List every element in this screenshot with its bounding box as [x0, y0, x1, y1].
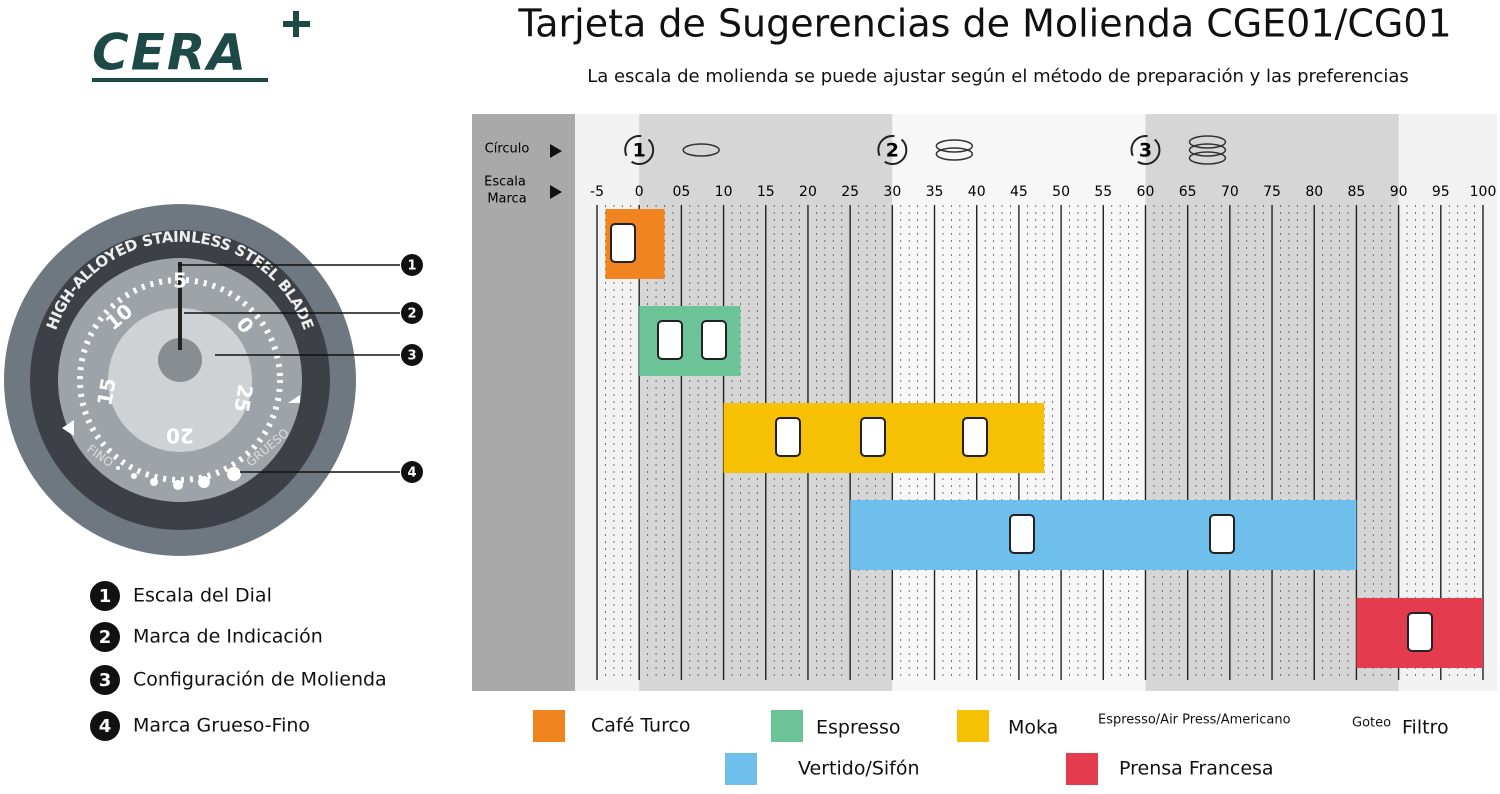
legend-swatch: [533, 710, 565, 742]
callout-number: 4: [407, 466, 416, 481]
legend-swatch: [725, 753, 757, 785]
part-number: 3: [99, 670, 112, 691]
tick-label: 05: [672, 184, 690, 200]
part-number: 4: [99, 716, 112, 737]
circle-row-label: Círculo: [485, 142, 530, 157]
legend-swatch: [1066, 753, 1098, 785]
method-icon: [860, 417, 886, 457]
tick-label: 0: [635, 184, 644, 200]
coil-icon: [682, 143, 720, 157]
tick-label: 60: [1137, 184, 1155, 200]
callout-badge: [401, 254, 423, 276]
tick-label: 50: [1052, 184, 1070, 200]
method-icon: [701, 320, 727, 360]
part-badge: [90, 581, 120, 611]
callout-badge: [401, 344, 423, 366]
coil-icon: [935, 139, 974, 153]
legend-swatch: [957, 710, 989, 742]
callout-number: 2: [407, 307, 416, 322]
part-badge: [90, 622, 120, 652]
title: Tarjeta de Sugerencias de Molienda CGE01…: [517, 2, 1451, 46]
tick-label: 100: [1470, 184, 1497, 200]
circle-icon: [877, 135, 908, 165]
tick-label: 80: [1305, 184, 1323, 200]
coil-icon: [1188, 143, 1227, 157]
tick-label: -5: [590, 184, 604, 200]
part-number: 1: [99, 586, 112, 607]
tick-label: 85: [1348, 184, 1366, 200]
row-arrows: [550, 144, 562, 199]
tick-label: 10: [715, 184, 733, 200]
circle-label: 1: [633, 140, 646, 162]
label-column: [472, 114, 575, 691]
subtitle: La escala de molienda se puede ajustar s…: [587, 66, 1409, 87]
legend-label: Moka: [1008, 717, 1058, 739]
dial-dots: [116, 466, 241, 490]
circle-icon: [624, 135, 655, 165]
dial-number: 25: [229, 382, 257, 414]
scale-row-label: Escala: [484, 175, 526, 190]
dial-number: 20: [166, 424, 194, 448]
method-icon: [962, 417, 988, 457]
part-label: Escala del Dial: [133, 585, 272, 607]
legend-swatch: [771, 710, 803, 742]
coil-icon: [1188, 151, 1227, 165]
tick-label: 15: [757, 184, 775, 200]
method-icon: [1209, 514, 1235, 554]
method-icon: [1407, 612, 1433, 652]
part-label: Marca Grueso-Fino: [133, 715, 310, 737]
logo: CERA: [92, 24, 248, 82]
callout-number: 1: [407, 259, 416, 274]
legend-note: Goteo: [1352, 716, 1391, 731]
tick-label: 65: [1179, 184, 1197, 200]
legend-note: Espresso/Air Press/Americano: [1098, 713, 1291, 728]
coil-icon: [935, 147, 974, 161]
callout-number: 3: [407, 349, 416, 364]
tick-label: 20: [799, 184, 817, 200]
logo-plus: [283, 11, 310, 37]
part-badge: [90, 665, 120, 695]
dial-number: 5: [173, 269, 187, 293]
legend-label: Espresso: [816, 717, 900, 739]
tick-label: 55: [1094, 184, 1112, 200]
part-label: Configuración de Molienda: [133, 669, 387, 691]
method-icon: [775, 417, 801, 457]
callout-badge: [401, 302, 423, 324]
dial-nut: [158, 338, 202, 382]
dial: HIGH-ALLOYED STAINLESS STEEL BLADE 51015…: [4, 204, 400, 556]
tick-label: 70: [1221, 184, 1239, 200]
part-badge: [90, 711, 120, 741]
method-icon: [1009, 514, 1035, 554]
part-number: 2: [99, 627, 112, 648]
tick-label: 40: [968, 184, 986, 200]
tick-label: 35: [926, 184, 944, 200]
circle-label: 2: [886, 140, 899, 162]
tick-label: 95: [1432, 184, 1450, 200]
range-band: [850, 500, 1357, 570]
tick-label: 90: [1390, 184, 1408, 200]
tick-label: 45: [1010, 184, 1028, 200]
dial-number: 15: [92, 376, 120, 408]
legend-label: Prensa Francesa: [1119, 758, 1274, 780]
scale-row-label: Marca: [487, 192, 526, 207]
circle-icon: [1130, 135, 1161, 165]
legend-label: Café Turco: [591, 715, 691, 737]
legend-label: Vertido/Sifón: [798, 758, 920, 780]
part-label: Marca de Indicación: [133, 626, 323, 648]
coil-icon: [1188, 135, 1227, 149]
method-icon: [610, 223, 636, 263]
callout-lines: [178, 264, 400, 473]
circle-label: 3: [1139, 140, 1152, 162]
method-icon: [657, 320, 683, 360]
tick-label: 75: [1263, 184, 1281, 200]
tick-label: 25: [841, 184, 859, 200]
legend-note: Filtro: [1402, 717, 1449, 739]
callout-badge: [401, 461, 423, 483]
tick-label: 30: [883, 184, 901, 200]
